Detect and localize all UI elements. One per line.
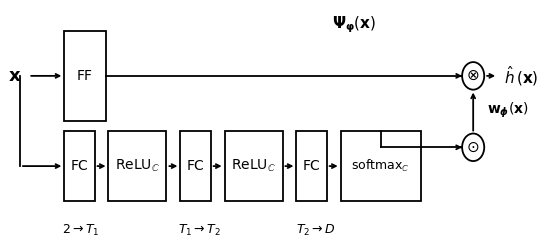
Text: $\odot$: $\odot$ [466, 140, 480, 155]
Text: FF: FF [77, 69, 93, 83]
Text: softmax$_{\mathbb{C}}$: softmax$_{\mathbb{C}}$ [351, 158, 410, 174]
Text: $2 \rightarrow T_1$: $2 \rightarrow T_1$ [62, 223, 100, 238]
Bar [180, 131, 211, 201]
Text: FC: FC [302, 159, 320, 173]
Bar [64, 31, 106, 121]
Text: FC: FC [187, 159, 204, 173]
Text: ReLU$_{\mathbb{C}}$: ReLU$_{\mathbb{C}}$ [231, 158, 276, 174]
Bar [296, 131, 327, 201]
Text: $\hat{h}\,(\mathbf{x})$: $\hat{h}\,(\mathbf{x})$ [504, 64, 538, 88]
Text: $\boldsymbol{\Psi}_{\boldsymbol{\varphi}}(\mathbf{x})$: $\boldsymbol{\Psi}_{\boldsymbol{\varphi}… [332, 14, 377, 35]
Bar [224, 131, 283, 201]
Text: ReLU$_{\mathbb{C}}$: ReLU$_{\mathbb{C}}$ [115, 158, 160, 174]
Bar [341, 131, 420, 201]
Bar [109, 131, 167, 201]
Text: $\mathbf{w}_{\boldsymbol{\phi}}(\mathbf{x})$: $\mathbf{w}_{\boldsymbol{\phi}}(\mathbf{… [487, 100, 529, 120]
Bar [64, 131, 95, 201]
Text: FC: FC [70, 159, 88, 173]
Text: $\mathbf{x}$: $\mathbf{x}$ [8, 67, 21, 85]
Text: $T_2 \rightarrow D$: $T_2 \rightarrow D$ [296, 223, 336, 238]
Text: $\otimes$: $\otimes$ [466, 68, 480, 83]
Text: $T_1 \rightarrow T_2$: $T_1 \rightarrow T_2$ [178, 223, 221, 238]
